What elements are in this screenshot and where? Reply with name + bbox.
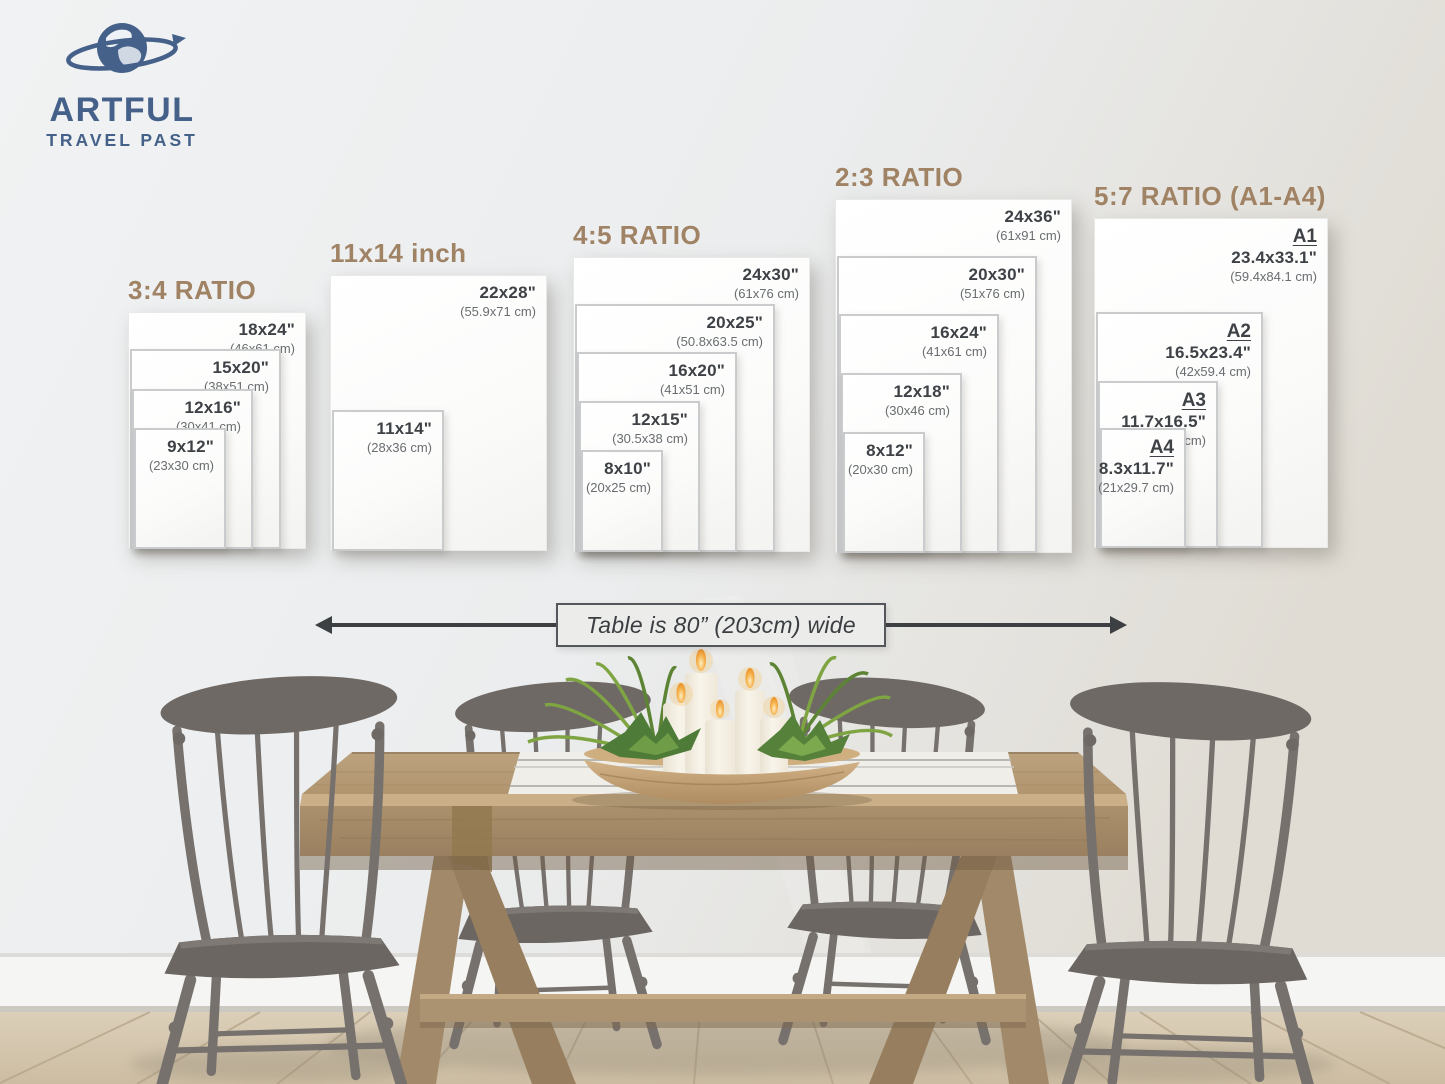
size-inches-label: 15x20"	[212, 358, 269, 377]
poster-label: 8x12" (20x30 cm)	[848, 441, 913, 477]
size-inches-label: 12x15"	[631, 410, 688, 429]
size-cm-label: (42x59.4 cm)	[1175, 364, 1251, 379]
poster-8x10: 8x10" (20x25 cm)	[581, 450, 663, 552]
size-cm-label: (61x91 cm)	[995, 228, 1061, 243]
size-inches-label: 22x28"	[479, 283, 536, 302]
paper-size-tag: A2	[1226, 321, 1251, 342]
poster-label: 20x30" (51x76 cm)	[960, 265, 1025, 301]
size-cm-label: (30x46 cm)	[884, 403, 950, 418]
poster-label: 12x15" (30.5x38 cm)	[612, 410, 688, 446]
measure-label: Table is 80” (203cm) wide	[586, 611, 856, 638]
size-inches-label: 20x30"	[968, 265, 1025, 284]
size-inches-label: 8x10"	[604, 459, 651, 478]
size-inches-label: 8x12"	[866, 441, 913, 460]
size-inches-label: 16x20"	[668, 361, 725, 380]
size-cm-label: (61x76 cm)	[733, 286, 799, 301]
size-inches-label: 11.7x16.5"	[1121, 412, 1206, 431]
size-cm-label: (51x76 cm)	[959, 286, 1025, 301]
size-inches-label: 16x24"	[930, 323, 987, 342]
size-inches-label: 18x24"	[238, 320, 295, 339]
poster-label: A2 16.5x23.4" (42x59.4 cm)	[1165, 321, 1251, 379]
measure-line	[886, 623, 1110, 627]
size-cm-label: (20x25 cm)	[585, 480, 651, 495]
group-title: 3:4 RATIO	[128, 275, 257, 305]
size-inches-label: 24x36"	[1004, 207, 1061, 226]
paper-size-tag: A3	[1181, 390, 1206, 411]
poster-label: 20x25" (50.8x63.5 cm)	[676, 313, 763, 349]
measure-label-box: Table is 80” (203cm) wide	[556, 603, 886, 647]
poster-label: 12x18" (30x46 cm)	[885, 382, 950, 418]
size-cm-label: (23x30 cm)	[148, 458, 214, 473]
poster-label: A4 8.3x11.7" (21x29.7 cm)	[1098, 437, 1174, 495]
size-cm-label: (30.5x38 cm)	[612, 431, 688, 446]
wooden-bowl	[584, 760, 860, 804]
size-cm-label: (55.9x71 cm)	[460, 304, 536, 319]
group-title: 5:7 RATIO (A1-A4)	[1094, 181, 1326, 211]
paper-size-tag: A1	[1292, 226, 1317, 247]
size-group-5: 5:7 RATIO (A1-A4) A1 23.4x33.1" (59.4x84.1 …	[1094, 172, 1346, 548]
poster-8x12: 8x12" (20x30 cm)	[843, 432, 925, 553]
poster-label: A1 23.4x33.1" (59.4x84.1 cm)	[1230, 226, 1317, 284]
size-inches-label: 12x18"	[893, 382, 950, 401]
measure-line	[332, 623, 556, 627]
centerpiece	[527, 649, 893, 810]
size-cm-label: (21x29.7 cm)	[1098, 480, 1174, 495]
size-cm-label: (59.4x84.1 cm)	[1230, 269, 1317, 284]
size-cm-label: (41x51 cm)	[659, 382, 725, 397]
size-inches-label: 16.5x23.4"	[1165, 343, 1251, 362]
size-cm-label: (41x61 cm)	[921, 344, 987, 359]
size-group-2: 11x14 inch 22x28" (55.9x71 cm) 11x14" (28x36…	[330, 229, 565, 551]
globe-icon	[66, 23, 186, 73]
poster-label: 24x36" (61x91 cm)	[996, 207, 1061, 243]
poster-8_3x11_7: A4 8.3x11.7" (21x29.7 cm)	[1098, 428, 1186, 548]
arrow-right-icon	[1110, 616, 1127, 634]
size-inches-label: 24x30"	[742, 265, 799, 284]
poster-label: 8x10" (20x25 cm)	[586, 459, 651, 495]
size-group-3: 4:5 RATIO 24x30" (61x76 cm) 20x25" (50.8x63.…	[573, 211, 828, 552]
size-cm-label: (50.8x63.5 cm)	[676, 334, 763, 349]
group-title: 11x14 inch	[330, 238, 467, 268]
size-cm-label: (28x36 cm)	[366, 440, 432, 455]
size-group-4: 2:3 RATIO 24x36" (61x91 cm) 20x30" (51x76 cm…	[835, 153, 1090, 553]
poster-label: 24x30" (61x76 cm)	[734, 265, 799, 301]
size-inches-label: 11x14"	[376, 419, 432, 438]
table-width-measure: Table is 80” (203cm) wide	[315, 601, 1127, 649]
arrow-left-icon	[315, 616, 332, 634]
poster-label: 11x14" (28x36 cm)	[367, 419, 432, 455]
poster-label: 9x12" (23x30 cm)	[149, 437, 214, 473]
brand-logo: ARTFUL TRAVEL PAST	[34, 16, 210, 151]
candle-flames	[669, 649, 785, 719]
size-inches-label: 9x12"	[167, 437, 214, 456]
size-inches-label: 12x16"	[184, 398, 241, 417]
poster-label: 22x28" (55.9x71 cm)	[460, 283, 536, 319]
size-inches-label: 20x25"	[706, 313, 763, 332]
paper-size-tag: A4	[1149, 437, 1174, 458]
poster-label: 16x20" (41x51 cm)	[660, 361, 725, 397]
group-title: 2:3 RATIO	[835, 162, 964, 192]
size-inches-label: 8.3x11.7"	[1098, 459, 1174, 478]
brand-subtitle: TRAVEL PAST	[46, 129, 198, 150]
poster-9x12: 9x12" (23x30 cm)	[134, 428, 226, 549]
brand-name: ARTFUL	[49, 91, 195, 129]
size-cm-label: (20x30 cm)	[847, 462, 913, 477]
poster-11x14: 11x14" (28x36 cm)	[332, 410, 444, 551]
size-inches-label: 23.4x33.1"	[1231, 248, 1317, 267]
poster-label: 16x24" (41x61 cm)	[922, 323, 987, 359]
group-title: 4:5 RATIO	[573, 220, 702, 250]
